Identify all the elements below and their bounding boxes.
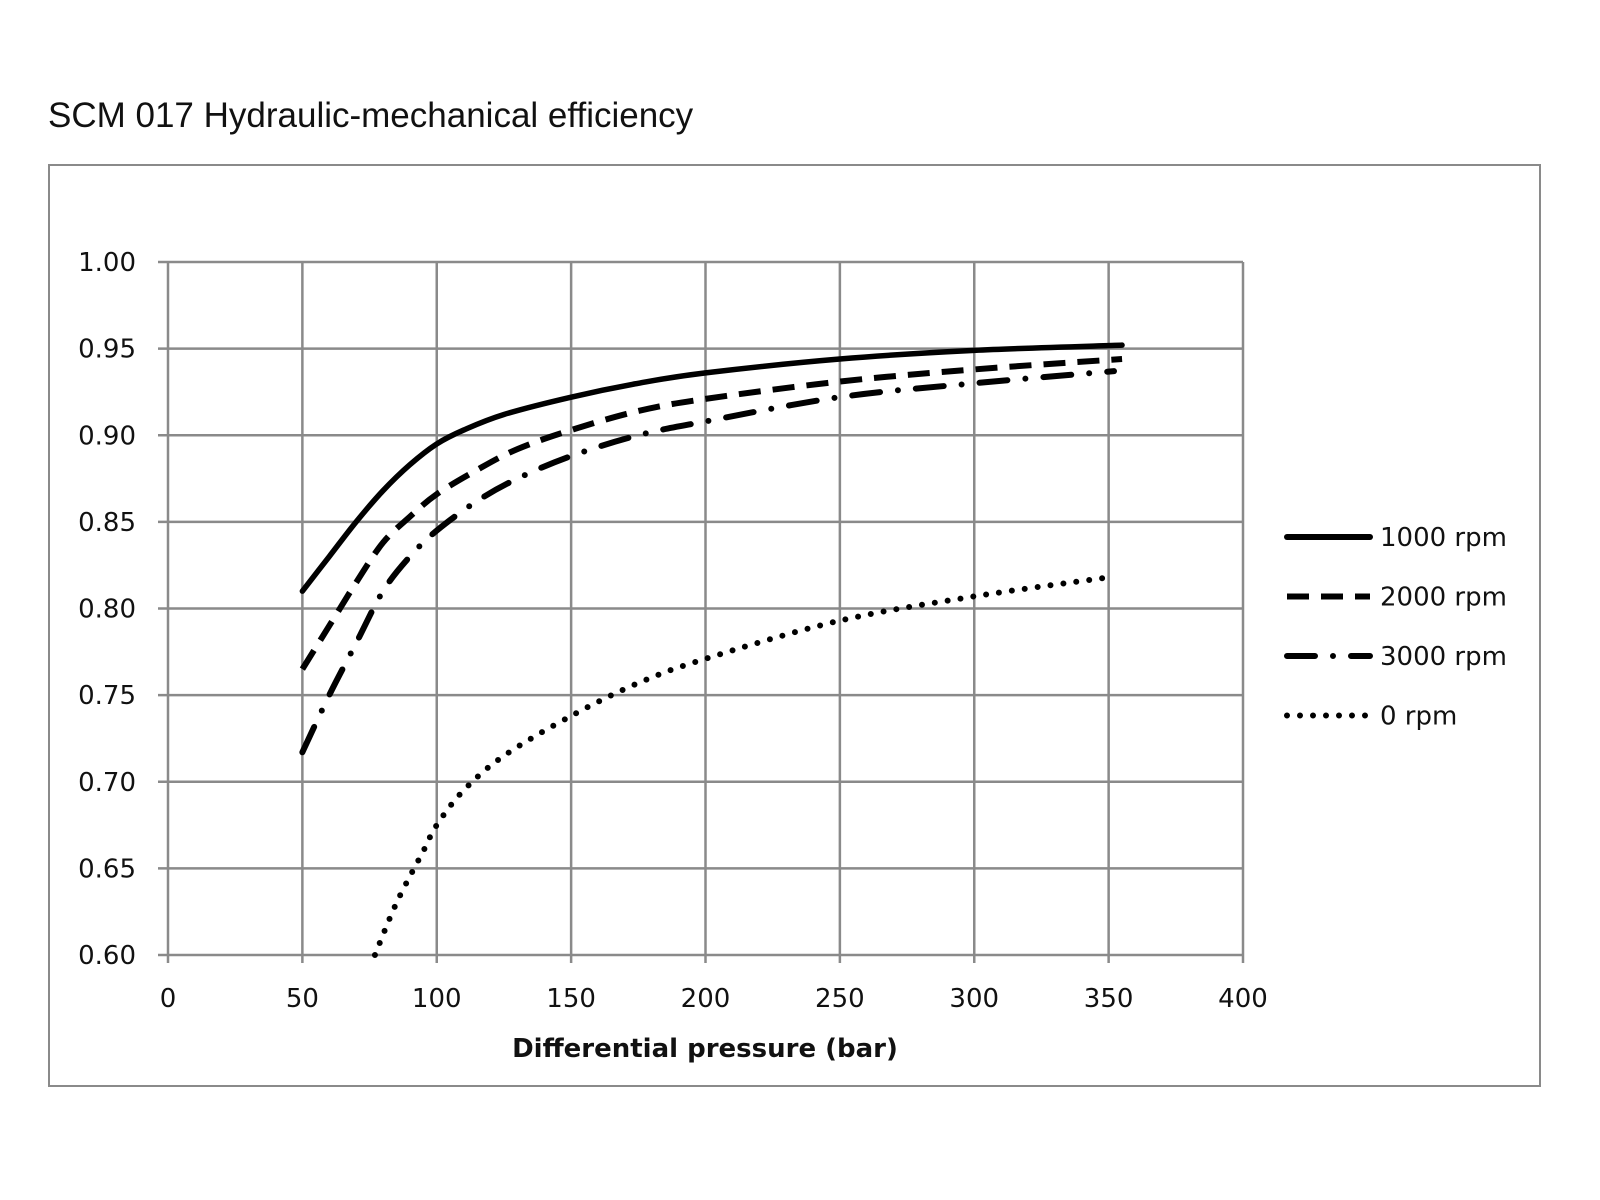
chart-title: SCM 017 Hydraulic-mechanical efficiency <box>48 96 694 135</box>
x-tick-label: 250 <box>815 984 865 1014</box>
legend-label: 1000 rpm <box>1380 523 1507 553</box>
legend-label: 3000 rpm <box>1380 642 1507 672</box>
grid <box>158 260 1245 963</box>
y-tick-label: 0.70 <box>78 768 136 798</box>
series-line-0-rpm <box>371 574 1112 958</box>
series-line-3000-rpm <box>299 368 1117 756</box>
y-tick-label: 0.90 <box>78 421 136 451</box>
legend-label: 2000 rpm <box>1380 583 1507 613</box>
legend-label: 0 rpm <box>1380 702 1457 732</box>
tick-labels: 0 50 100 150 200 250 300 350 400 0.60 0.65 0.70 0.75… <box>78 248 1268 1014</box>
series-lines <box>299 342 1125 958</box>
x-tick-label: 100 <box>412 984 462 1014</box>
series-line-2000-rpm <box>299 356 1123 671</box>
y-tick-label: 0.85 <box>78 508 136 538</box>
x-tick-label: 50 <box>286 984 319 1014</box>
y-tick-label: 1.00 <box>78 248 136 278</box>
chart-frame <box>48 164 1541 1087</box>
legend: 1000 rpm 2000 rpm 3000 rpm 0 rpm <box>1284 523 1507 732</box>
x-axis-label: Differential pressure (bar) <box>512 1034 898 1064</box>
x-tick-label: 400 <box>1218 984 1268 1014</box>
x-tick-label: 350 <box>1084 984 1134 1014</box>
series-line-1000-rpm <box>299 342 1125 594</box>
x-tick-label: 300 <box>949 984 999 1014</box>
x-tick-label: 150 <box>546 984 596 1014</box>
y-tick-label: 0.75 <box>78 681 136 711</box>
y-tick-label: 0.65 <box>78 854 136 884</box>
x-tick-label: 200 <box>681 984 731 1014</box>
y-tick-label: 0.60 <box>78 941 136 971</box>
x-tick-label: 0 <box>160 984 177 1014</box>
y-tick-label: 0.95 <box>78 335 136 365</box>
y-tick-label: 0.80 <box>78 595 136 625</box>
